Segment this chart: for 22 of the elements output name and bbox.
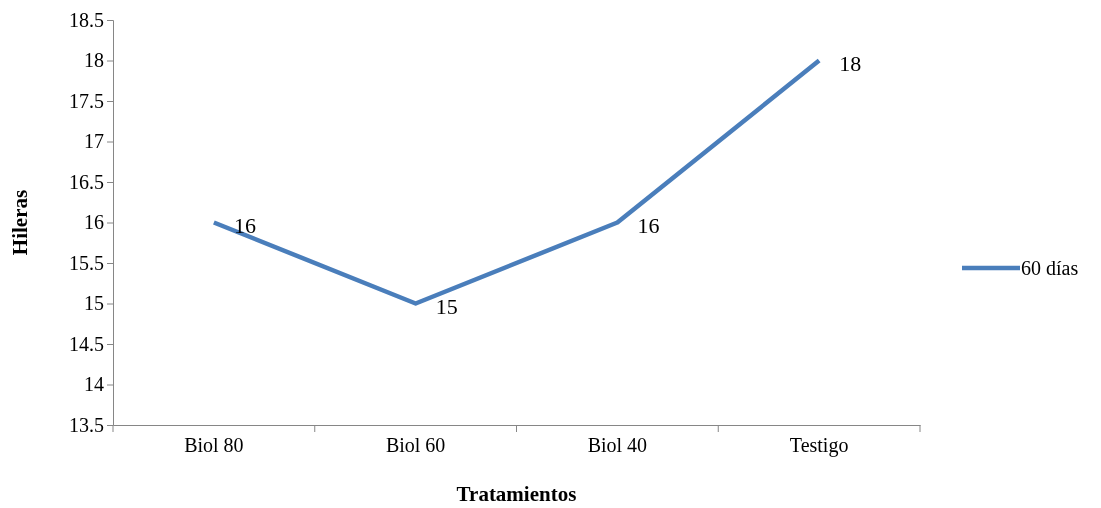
y-tick-label: 17	[84, 130, 104, 153]
data-label: 15	[435, 293, 458, 319]
y-tick-label: 14	[84, 373, 104, 396]
y-tick-label: 14.5	[69, 332, 104, 355]
y-axis-title: Hileras	[8, 189, 32, 256]
y-tick-label: 16.5	[69, 170, 104, 193]
y-tick-label: 17.5	[69, 89, 104, 112]
legend-label: 60 días	[1021, 257, 1079, 279]
y-tick-label: 15	[84, 292, 104, 315]
x-tick-label: Biol 40	[587, 434, 648, 456]
x-tick-label: Biol 80	[184, 434, 244, 456]
y-tick-label: 18.5	[69, 8, 104, 31]
x-tick-label: Testigo	[789, 434, 849, 457]
y-tick-label: 15.5	[69, 251, 104, 274]
y-tick-label: 18	[84, 49, 104, 72]
data-label: 16	[233, 212, 256, 238]
x-axis-title: Tratamientos	[456, 482, 577, 506]
x-tick-label: Biol 60	[385, 434, 446, 456]
data-label: 18	[839, 50, 862, 76]
data-label: 16	[637, 212, 660, 238]
y-tick-label: 16	[84, 211, 104, 234]
y-tick-label: 13.5	[69, 413, 104, 436]
